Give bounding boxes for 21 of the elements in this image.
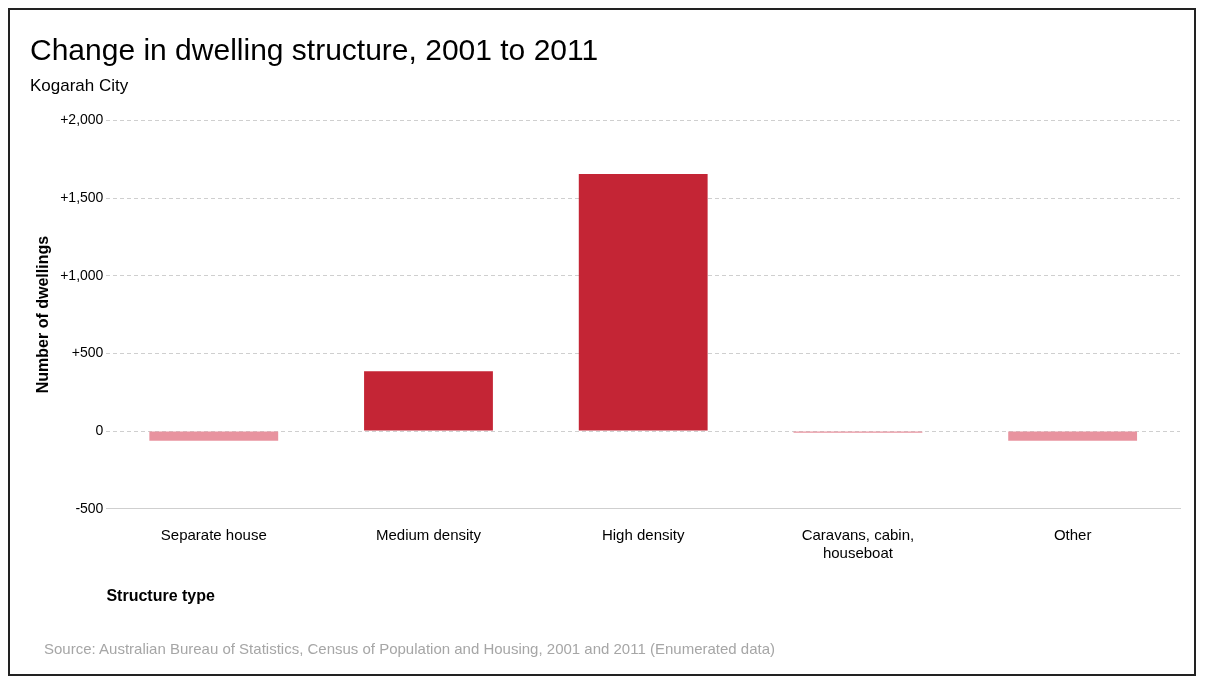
y-axis-title: Number of dwellings (34, 235, 52, 394)
y-tick-label: +2,000 (60, 111, 104, 128)
category-label: Medium density (375, 525, 482, 543)
x-axis-title: Structure type (106, 586, 215, 604)
bar (149, 431, 279, 441)
y-tick-label: +1,500 (60, 188, 104, 205)
y-tick-label: +500 (71, 344, 104, 361)
y-tick-label: -500 (75, 499, 104, 516)
category-label: Separate house (160, 525, 267, 543)
category-label: houseboat (822, 543, 893, 561)
category-label: Caravans, cabin, (801, 525, 915, 543)
source-note: Source: Australian Bureau of Statistics, Census of Population and Housing, 2001 and 2011 (Enumerated data) (44, 640, 776, 657)
chart-title: Change in dwelling structure, 2001 to 2011 (30, 33, 599, 67)
bar (578, 174, 708, 431)
chart-subtitle: Kogarah City (30, 75, 129, 95)
y-tick-label: 0 (95, 421, 104, 438)
y-tick-label: +1,000 (60, 266, 104, 283)
bar (1008, 431, 1138, 441)
category-label: High density (601, 525, 685, 543)
bar (364, 371, 493, 431)
category-label: Other (1053, 525, 1092, 543)
